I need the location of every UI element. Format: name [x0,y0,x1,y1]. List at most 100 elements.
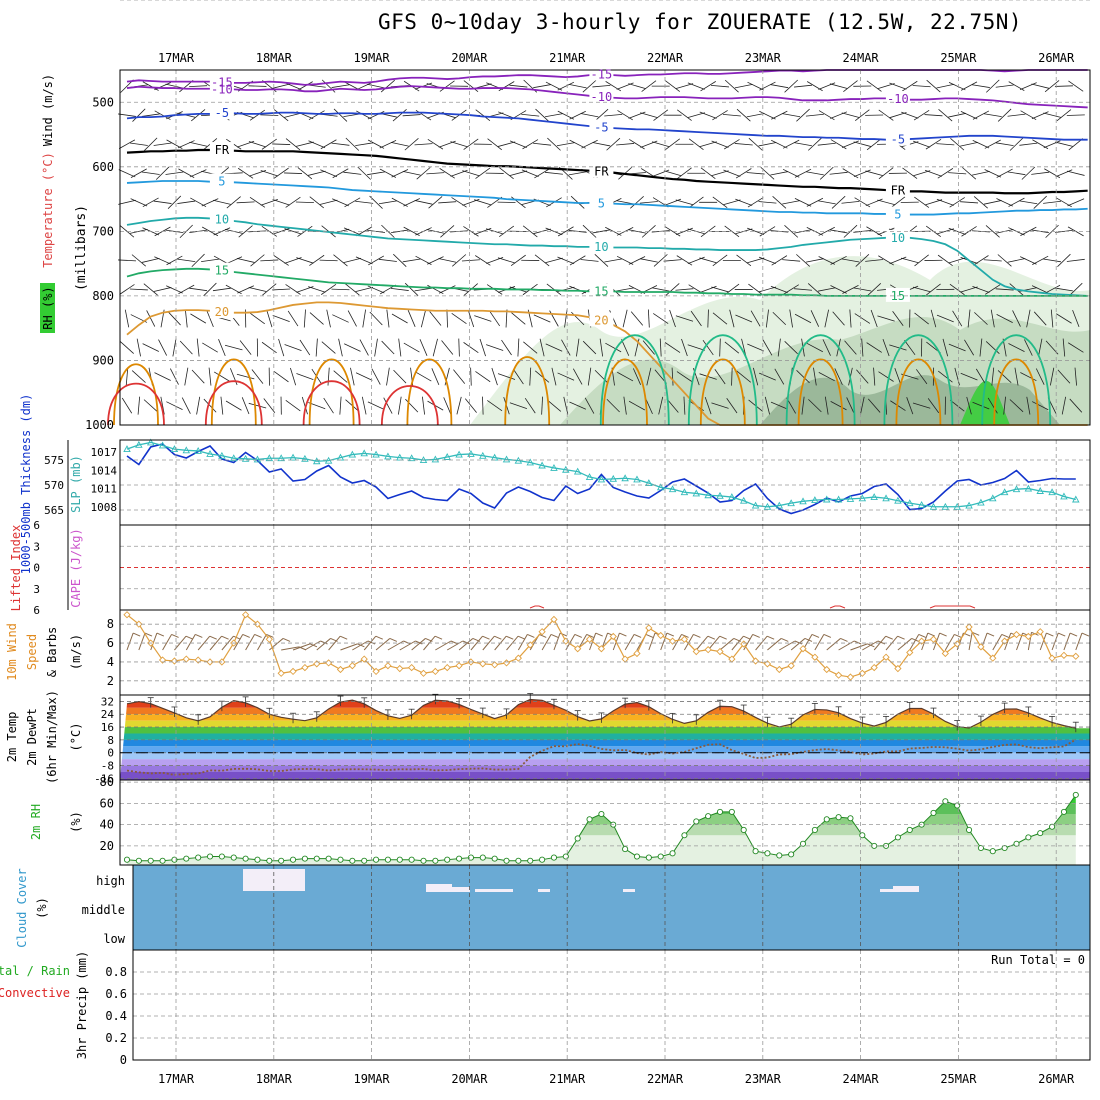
profile-barb [801,396,805,415]
wind-speed-point [514,654,523,662]
profile-barb [189,85,208,88]
wind-barb-flag [1081,632,1090,637]
profile-barb [949,399,965,412]
rh-point [456,855,463,862]
profile-barb [889,256,907,265]
date-top-23MAR: 23MAR [745,51,782,65]
wind-barb-flag [527,633,535,638]
slp-point [277,454,285,462]
wind-barb-flag [719,635,727,640]
wind-barb-flag [811,633,820,638]
profile-barb [843,80,858,92]
profile-barb [712,196,728,209]
profile-barb [319,199,338,205]
profile-barb [687,256,705,265]
date-bottom-18MAR: 18MAR [256,1072,293,1086]
rh-point [622,846,629,853]
profile-barb [948,112,967,118]
profile-barb [664,198,682,206]
profile-barb [758,372,776,381]
profile-barb [604,258,623,263]
profile-barb [397,396,402,415]
profile-barb [676,167,692,180]
wind-barb [138,632,146,651]
profile-barb [913,109,930,121]
profile-barb [831,195,846,209]
profile-barb [295,201,314,204]
profile-barb [1044,80,1060,93]
temp-ytick-16: 16 [101,721,114,734]
profile-barb [1020,372,1037,382]
wind-speed-point [870,663,878,672]
profile-barb [509,84,528,88]
profile-barb [995,288,1014,291]
temp-ytick--8: -8 [101,760,114,773]
profile-barb [805,258,824,263]
date-top-25MAR: 25MAR [940,51,977,65]
slp-point [443,453,451,460]
isotherm-label-5: 5 [598,197,605,211]
profile-barb [439,168,455,179]
profile-barb [824,309,830,328]
profile-barb [647,309,650,328]
wind-ytick-2: 2 [107,674,114,688]
wind-barb-flag [171,633,179,638]
profile-barb [967,309,971,328]
diurnal-loop [699,358,746,426]
wind-barb-flag [389,637,398,642]
profile-barb [155,166,170,180]
slp-point [1060,492,1068,500]
profile-barb [878,109,894,121]
wind-barb-flag [132,632,141,637]
profile-barb [432,338,438,357]
rh-point [894,834,901,841]
profile-barb [753,367,759,386]
profile-barb [405,398,419,413]
profile-barb [842,285,859,294]
wind-label-a: 10m Wind [5,623,19,681]
isotherm-label-bg [209,304,234,319]
wind-barb [446,640,464,651]
profile-barb [338,338,343,357]
profile-barb [272,199,290,206]
rh-point [788,851,795,858]
rh-point [479,854,486,861]
profile-barb [723,169,741,177]
profile-barb [368,255,385,266]
profile-barb [167,195,182,209]
wind-speed-point [965,623,973,631]
profile-barb [248,141,267,148]
profile-barb [771,139,788,149]
profile-barb [949,197,965,208]
profile-barb [355,286,374,293]
profile-barb [196,338,200,357]
profile-barb [746,172,765,175]
slp-point [158,441,167,449]
profile-barb [1066,114,1085,116]
profile-barb [533,142,552,146]
isotherm-label-bg [209,81,234,96]
wind-speed-point [894,664,902,673]
profile-barb [711,170,729,177]
profile-barb [1031,111,1049,120]
profile-barb [462,170,480,177]
profile-barb [641,80,657,92]
wind-speed-point [253,620,262,628]
profile-barb [569,110,586,120]
profile-barb [853,141,872,147]
profile-barb [765,309,769,328]
profile-barb [474,199,492,206]
profile-barb [973,255,989,266]
profile-barb [189,287,208,292]
profile-barb [599,338,604,357]
profile-barb [796,254,810,267]
rh-ytick-60: 60 [100,796,114,810]
rh-point [230,854,237,861]
isotherm-label-bg [885,287,910,302]
profile-barb [735,168,752,179]
rh-point [799,840,807,847]
profile-barb [249,312,265,325]
profile-barb [628,256,646,265]
profile-barb [750,310,761,327]
isotherm-label-bg [589,119,614,134]
